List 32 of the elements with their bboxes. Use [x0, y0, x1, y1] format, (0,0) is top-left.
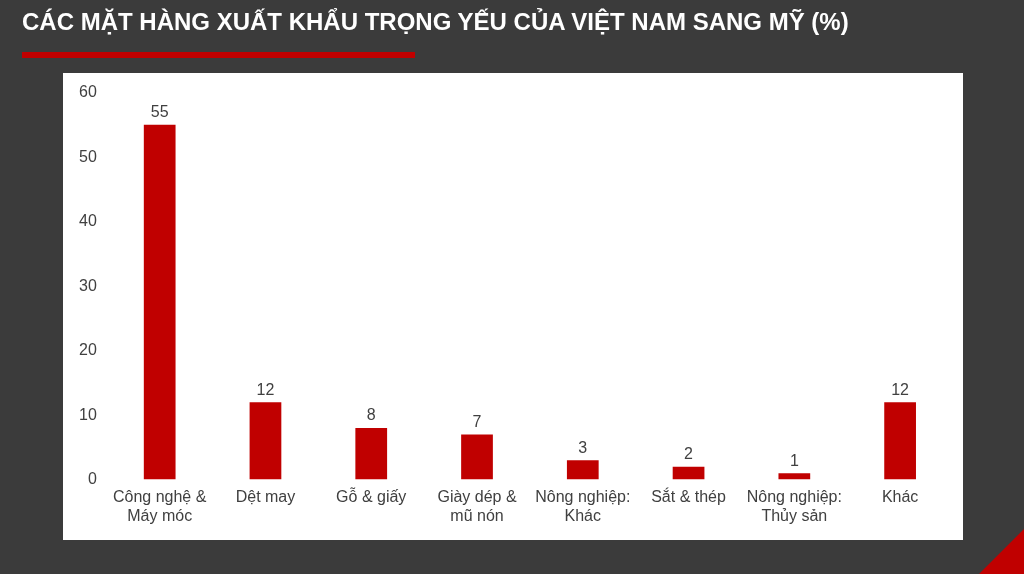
y-tick-label: 20 — [79, 341, 97, 359]
data-label: 8 — [366, 406, 376, 424]
bar — [143, 124, 176, 480]
y-tick-label: 10 — [79, 405, 97, 423]
x-tick-label: Gỗ & giấy — [336, 486, 407, 505]
data-label: 12 — [891, 380, 910, 398]
y-tick-label: 50 — [79, 147, 97, 165]
bar — [672, 466, 705, 480]
x-tick-label: Nông nghiệp: Khác — [535, 487, 631, 524]
data-label: 12 — [256, 380, 275, 398]
data-label: 1 — [789, 451, 799, 469]
data-label: 55 — [150, 103, 169, 121]
data-label: 7 — [472, 412, 482, 430]
y-tick-label: 60 — [79, 83, 97, 101]
x-tick-label: Nông nghiệp: Thủy sản — [746, 487, 842, 524]
x-tick-label: Giày dép & mũ nón — [437, 487, 517, 524]
y-tick-label: 0 — [87, 470, 97, 488]
data-label: 3 — [578, 438, 588, 456]
x-tick-label: Khác — [881, 487, 919, 505]
x-tick-label: Sắt & thép — [651, 486, 727, 505]
bar — [566, 460, 599, 480]
y-tick-label: 30 — [79, 276, 97, 294]
data-label: 2 — [684, 445, 694, 463]
bar — [461, 434, 493, 480]
x-tick-label: Dệt may — [235, 487, 296, 505]
bar — [249, 402, 282, 480]
y-tick-label: 40 — [79, 212, 97, 230]
bar — [778, 473, 811, 480]
chart-title: CÁC MẶT HÀNG XUẤT KHẨU TRỌNG YẾU CỦA VIỆT NAM SANG MỸ (%) — [22, 8, 849, 36]
bar — [884, 402, 916, 480]
x-tick-label: Công nghệ & Máy móc — [112, 487, 207, 524]
bar — [355, 428, 388, 480]
